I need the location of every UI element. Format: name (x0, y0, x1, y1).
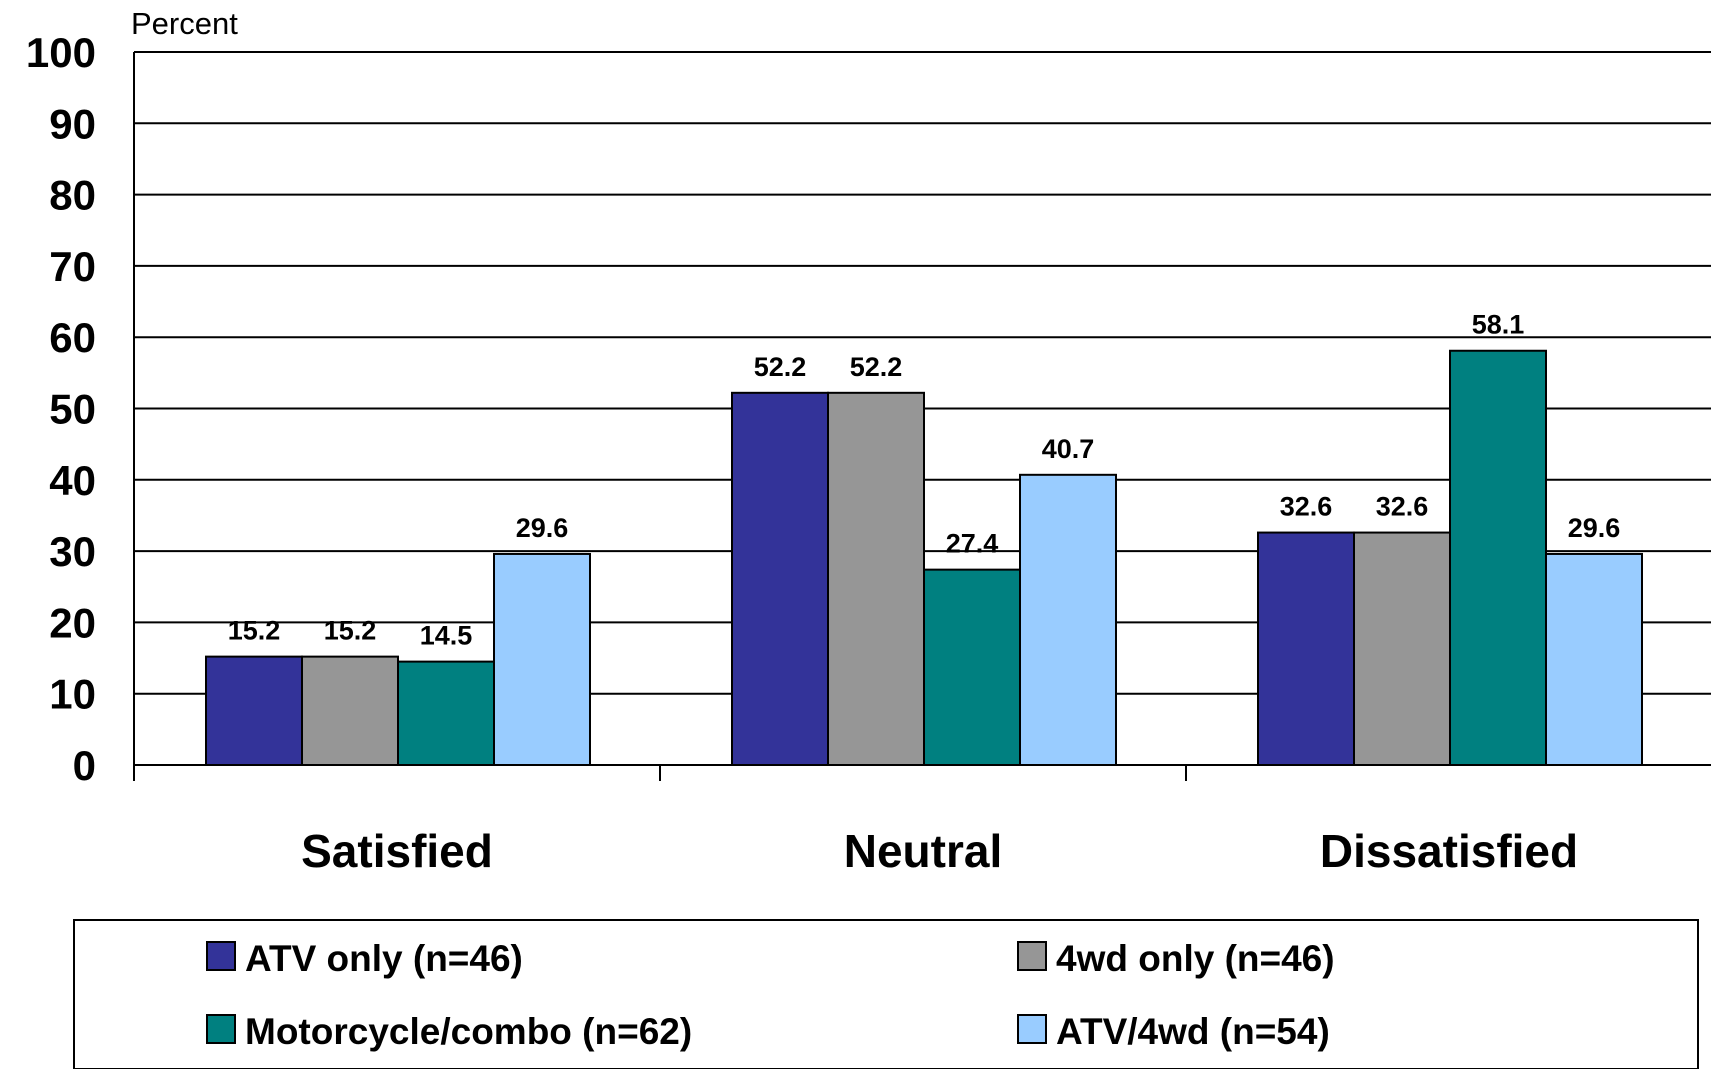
bar (1257, 531, 1355, 767)
y-tick-label: 50 (49, 386, 96, 433)
legend-box (73, 919, 1699, 1069)
y-tick-label: 10 (49, 671, 96, 718)
data-label: 58.1 (1472, 310, 1525, 340)
y-tick-label: 80 (49, 172, 96, 219)
axes (133, 52, 1711, 781)
y-tick-label: 70 (49, 243, 96, 290)
y-axis-ticks: 0 10 20 30 40 50 60 70 80 90 100 (26, 29, 96, 789)
bar (827, 391, 925, 766)
bar (731, 391, 829, 766)
bar (205, 655, 303, 767)
data-label: 32.6 (1376, 492, 1429, 522)
data-label: 52.2 (850, 352, 903, 382)
bar (301, 655, 399, 767)
category-label: Dissatisfied (1320, 825, 1578, 877)
y-tick-label: 40 (49, 457, 96, 504)
bar (1449, 349, 1547, 766)
legend-swatch (1017, 941, 1047, 971)
legend-swatch (206, 941, 236, 971)
y-tick-label: 90 (49, 100, 96, 147)
data-label: 29.6 (1568, 513, 1621, 543)
category-label: Neutral (844, 825, 1002, 877)
category-labels: Satisfied Neutral Dissatisfied (301, 825, 1578, 877)
data-label: 15.2 (228, 616, 281, 646)
legend-label: ATV/4wd (n=54) (1056, 1011, 1330, 1052)
data-labels: 15.2 15.2 14.5 29.6 52.2 52.2 27.4 40.7 32.6 32.6… (228, 310, 1621, 651)
data-label: 32.6 (1280, 492, 1333, 522)
data-label: 15.2 (324, 616, 377, 646)
bar (493, 552, 591, 767)
data-label: 14.5 (420, 621, 473, 651)
y-tick-label: 0 (73, 742, 96, 789)
legend: ATV only (n=46) 4wd only (n=46) Motorcycle… (73, 919, 1699, 1069)
legend-label: Motorcycle/combo (n=62) (245, 1011, 692, 1052)
bar (1019, 473, 1117, 766)
legend-label: ATV only (n=46) (245, 938, 523, 979)
data-label: 52.2 (754, 352, 807, 382)
bar (923, 568, 1021, 766)
bar (1545, 552, 1643, 767)
legend-swatch (1017, 1014, 1047, 1044)
y-tick-label: 100 (26, 29, 96, 76)
y-axis-title: Percent (131, 6, 238, 41)
y-tick-label: 60 (49, 314, 96, 361)
legend-swatch (206, 1014, 236, 1044)
y-tick-label: 20 (49, 599, 96, 646)
bar (1353, 531, 1451, 767)
data-label: 29.6 (516, 513, 569, 543)
y-tick-label: 30 (49, 528, 96, 575)
data-label: 27.4 (946, 529, 999, 559)
legend-label: 4wd only (n=46) (1056, 938, 1335, 979)
bars (205, 349, 1643, 767)
bar (397, 660, 495, 766)
category-label: Satisfied (301, 825, 493, 877)
data-label: 40.7 (1042, 434, 1095, 464)
